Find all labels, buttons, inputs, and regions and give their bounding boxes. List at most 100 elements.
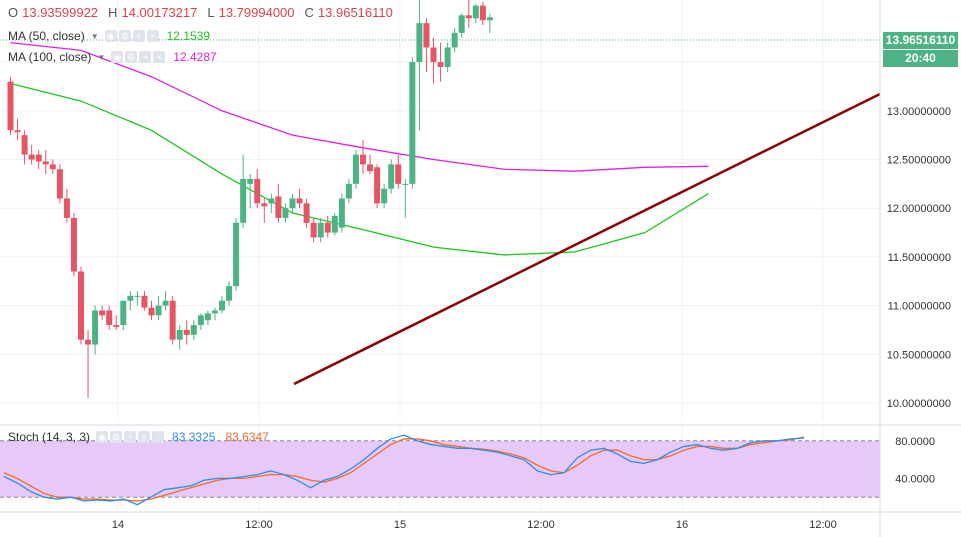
ma100-legend[interactable]: MA (100, close) ▼ ◉ ⚙ + × 12.4287: [8, 50, 217, 64]
candle: [113, 315, 120, 330]
stoch-legend[interactable]: Stoch (14, 3, 3) ◉ ⚙ + × ⋮ 83.3325 83.6347: [8, 430, 269, 444]
candle-body: [78, 271, 84, 340]
candle: [402, 178, 409, 218]
candle-body: [106, 310, 113, 326]
ohlc-l-value: 13.79994000: [218, 5, 295, 20]
candle-body: [219, 300, 225, 311]
ma50-path: [10, 82, 709, 256]
candle-body: [204, 313, 211, 321]
stoch-buttons[interactable]: ◉ ⚙ + × ⋮: [96, 431, 165, 443]
candle: [388, 159, 395, 194]
candle-body: [360, 154, 366, 165]
price-tick-label: 11.50000000: [888, 252, 951, 264]
candle-body: [479, 5, 486, 21]
candle-body: [367, 164, 374, 172]
candle-body: [190, 325, 197, 335]
time-tick-label: 12:00: [809, 519, 837, 531]
candle-body: [141, 295, 148, 308]
ma50-legend[interactable]: MA (50, close) ▼ ◉ ⚙ + × 12.1539: [8, 29, 210, 43]
gear-icon[interactable]: ⚙: [118, 30, 131, 42]
candle-body: [451, 32, 458, 48]
ma50-label: MA (50, close): [8, 29, 85, 43]
candle-body: [113, 325, 120, 328]
candle: [338, 193, 345, 233]
stoch-d-line: [3, 436, 805, 502]
candle: [479, 1, 486, 26]
candle: [409, 57, 416, 189]
candle-body: [14, 130, 21, 133]
candle: [275, 183, 282, 223]
candle-body: [289, 198, 296, 209]
plus-icon[interactable]: +: [124, 431, 137, 443]
ma50-value: 12.1539: [166, 29, 211, 43]
stoch-k-value: 83.3325: [172, 430, 216, 444]
candle-body: [303, 203, 310, 223]
stoch-tick-label: 80.0000: [895, 436, 935, 448]
candle-body: [324, 222, 331, 233]
candle: [247, 174, 254, 209]
candle-body: [423, 23, 430, 48]
chevron-down-icon[interactable]: ▼: [90, 31, 99, 41]
candle-body: [409, 62, 416, 184]
candle-body: [352, 154, 359, 184]
candle: [176, 325, 183, 350]
candle: [127, 290, 134, 311]
close-icon[interactable]: ×: [146, 30, 159, 42]
candle: [169, 295, 176, 345]
candle-body: [63, 198, 70, 218]
plus-icon[interactable]: +: [139, 51, 152, 63]
candle: [7, 76, 14, 136]
price-tick-label: 13.00000000: [887, 106, 951, 118]
ma100-buttons[interactable]: ◉ ⚙ + ×: [111, 51, 166, 63]
close-icon[interactable]: ×: [153, 51, 166, 63]
chevron-down-icon[interactable]: ▼: [97, 52, 106, 62]
candle: [49, 159, 56, 175]
candle-body: [275, 196, 282, 218]
more-icon[interactable]: ⋮: [152, 431, 165, 443]
candle-body: [7, 81, 14, 131]
candle-body: [261, 203, 268, 207]
candle-body: [134, 295, 141, 297]
eye-icon[interactable]: ◉: [104, 30, 117, 42]
candle: [78, 266, 84, 345]
ma50-buttons[interactable]: ◉ ⚙ + ×: [104, 30, 159, 42]
candle: [451, 28, 458, 53]
price-tick-label: 11.00000000: [888, 301, 951, 313]
ohlc-h-label: H: [108, 5, 118, 20]
close-icon[interactable]: ×: [138, 431, 151, 443]
ohlc-c-label: C: [304, 5, 314, 20]
candle: [155, 295, 162, 321]
candle-body: [268, 198, 275, 204]
eye-icon[interactable]: ◉: [111, 51, 124, 63]
candle: [416, 0, 423, 131]
candles-group: [7, 0, 493, 399]
ohlc-o-label: O: [8, 5, 19, 20]
time-tick-label: 12:00: [527, 519, 555, 531]
gear-icon[interactable]: ⚙: [125, 51, 138, 63]
trendline[interactable]: [293, 92, 881, 386]
candle: [197, 313, 204, 330]
candle-body: [49, 164, 56, 170]
candle-body: [402, 183, 409, 185]
candle: [367, 154, 374, 175]
candle: [42, 149, 49, 175]
candle: [106, 305, 113, 330]
candle-body: [465, 15, 472, 19]
candle: [120, 300, 127, 330]
candle: [465, 0, 472, 29]
ma100-label: MA (100, close): [8, 50, 92, 64]
plus-icon[interactable]: +: [132, 30, 145, 42]
candle-body: [85, 339, 92, 345]
candle-body: [317, 222, 324, 238]
candle-body: [486, 17, 493, 21]
candle: [310, 217, 317, 243]
eye-icon[interactable]: ◉: [96, 431, 109, 443]
candle: [92, 305, 99, 355]
candle: [289, 193, 296, 214]
candle: [345, 178, 352, 204]
gear-icon[interactable]: ⚙: [110, 431, 123, 443]
candle: [423, 18, 430, 72]
candle-body: [155, 305, 162, 316]
